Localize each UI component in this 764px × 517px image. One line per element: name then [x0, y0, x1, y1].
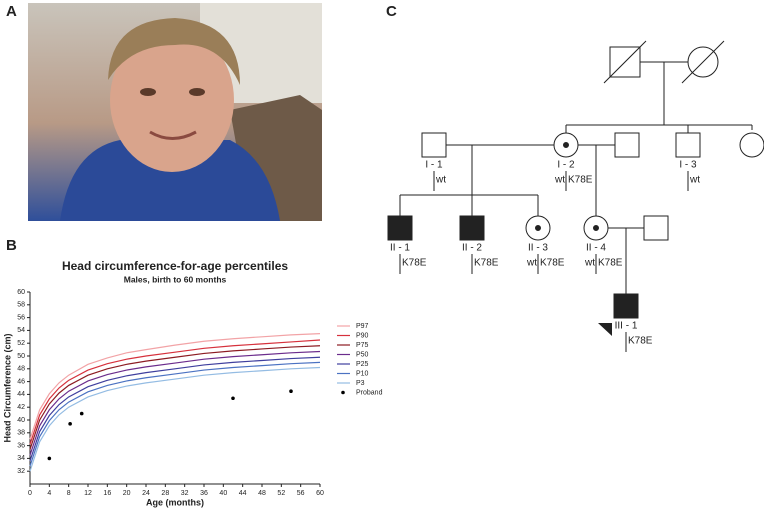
chart-subtitle: Males, birth to 60 months [124, 274, 227, 284]
x-axis-label: Age (months) [146, 497, 204, 507]
y-tick-label: 60 [17, 289, 25, 296]
x-tick-label: 40 [219, 490, 227, 497]
legend-label: P50 [356, 351, 369, 358]
individual-label: I - 1 [425, 160, 443, 171]
x-tick-label: 32 [181, 490, 189, 497]
x-tick-label: 56 [297, 490, 305, 497]
x-tick-label: 28 [161, 490, 169, 497]
legend-swatch [341, 390, 345, 395]
x-tick-label: 60 [316, 490, 324, 497]
y-tick-label: 38 [17, 430, 25, 437]
y-tick-label: 36 [17, 442, 25, 449]
y-tick-label: 40 [17, 417, 25, 424]
individual-label: I - 2 [557, 160, 575, 171]
genotype-left: wt [584, 258, 595, 269]
x-tick-label: 4 [47, 490, 51, 497]
panel-label: A [6, 3, 17, 20]
proband-point [79, 411, 84, 416]
photo [28, 3, 322, 221]
y-tick-label: 46 [17, 378, 25, 385]
x-tick-label: 20 [123, 490, 131, 497]
legend-label: P97 [356, 323, 369, 330]
individual-label: II - 2 [462, 243, 482, 254]
y-tick-label: 52 [17, 340, 25, 347]
genotype-right: K78E [540, 258, 565, 269]
panel-label: C [386, 3, 397, 20]
genotype-right: wt [689, 175, 700, 186]
x-tick-label: 12 [84, 490, 92, 497]
proband-point [68, 422, 72, 426]
genotype-right: K78E [474, 258, 499, 269]
x-tick-label: 16 [103, 490, 111, 497]
y-tick-label: 42 [17, 404, 25, 411]
percentile-line [29, 350, 321, 456]
genotype-right: K78E [628, 336, 653, 347]
percentile-line [29, 339, 321, 445]
percentile-line [29, 333, 321, 440]
y-tick-label: 44 [17, 391, 25, 398]
y-tick-label: 58 [17, 302, 25, 309]
x-tick-label: 48 [258, 490, 266, 497]
y-tick-label: 50 [17, 353, 25, 360]
individual-label: II - 3 [528, 243, 548, 254]
y-tick-label: 56 [17, 314, 25, 321]
x-tick-label: 44 [239, 490, 247, 497]
y-tick-label: 32 [17, 468, 25, 475]
y-axis-label: Head Circumference (cm) [2, 333, 12, 442]
legend-label: P25 [356, 361, 369, 368]
percentile-line [29, 361, 321, 467]
proband-point [289, 389, 293, 394]
legend-label: P90 [356, 332, 369, 339]
genotype-left: wt [554, 175, 565, 186]
y-tick-label: 34 [17, 455, 25, 462]
genotype-right: K78E [402, 258, 427, 269]
legend-label: P3 [356, 380, 365, 387]
legend-label: P75 [356, 342, 369, 349]
genotype-right: wt [435, 175, 446, 186]
individual-label: III - 1 [615, 321, 638, 332]
y-tick-label: 48 [17, 366, 25, 373]
legend-label: P10 [356, 370, 369, 377]
genotype-right: K78E [598, 258, 623, 269]
genotype-left: wt [526, 258, 537, 269]
x-tick-label: 36 [200, 490, 208, 497]
proband-point [47, 456, 52, 461]
panel-label: B [6, 237, 17, 254]
proband-point [231, 396, 235, 401]
y-tick-label: 54 [17, 327, 25, 334]
x-tick-label: 8 [67, 490, 71, 497]
x-tick-label: 52 [277, 490, 285, 497]
percentile-line [29, 356, 321, 462]
individual-label: II - 4 [586, 243, 606, 254]
legend-label: Proband [356, 389, 383, 396]
genotype-right: K78E [568, 175, 593, 186]
percentile-line [29, 366, 321, 472]
individual-label: I - 3 [679, 160, 697, 171]
chart-title: Head circumference-for-age percentiles [62, 259, 288, 273]
x-tick-label: 24 [142, 490, 150, 497]
percentile-line [29, 345, 321, 450]
individual-label: II - 1 [390, 243, 410, 254]
x-tick-label: 0 [28, 490, 32, 497]
